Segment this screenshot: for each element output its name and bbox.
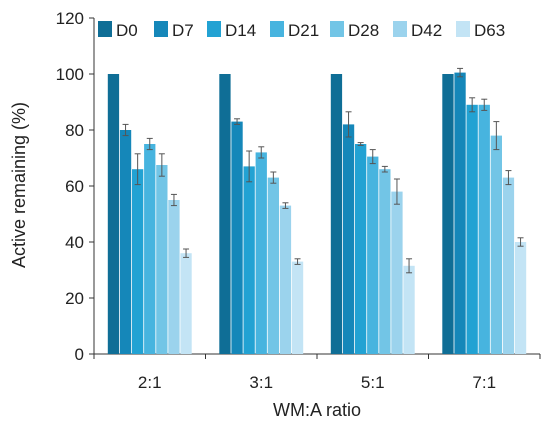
bar-d7-3to1: [231, 121, 243, 354]
bar-d42-3to1: [279, 205, 292, 354]
legend-swatch-d21: [270, 21, 284, 37]
bar-d7-2to1: [119, 130, 132, 354]
bar-d21-7to1: [478, 104, 490, 354]
legend-label-d28: D28: [348, 21, 379, 40]
bar-d21-5to1: [367, 156, 379, 354]
bar-d0-5to1: [330, 74, 343, 354]
bar-d0-7to1: [442, 74, 454, 354]
legend-swatch-d0: [98, 21, 112, 37]
y-tick-label: 60: [65, 177, 84, 196]
y-axis-label: Active remaining (%): [9, 102, 29, 268]
bar-d21-2to1: [144, 144, 156, 354]
bar-d14-2to1: [132, 169, 144, 354]
y-tick-label: 40: [65, 233, 84, 252]
bar-d63-5to1: [403, 265, 415, 354]
bar-d7-5to1: [342, 124, 355, 355]
legend-label-d63: D63: [474, 21, 505, 40]
x-tick-label: 5:1: [361, 373, 385, 392]
x-tick-label: 2:1: [138, 373, 162, 392]
x-axis-label: WM:A ratio: [273, 400, 361, 420]
legend-label-d21: D21: [288, 21, 319, 40]
legend-label-d42: D42: [411, 21, 442, 40]
bar-d21-3to1: [255, 152, 267, 354]
bar-d14-5to1: [355, 144, 367, 354]
x-tick-label: 3:1: [249, 373, 273, 392]
legend-label-d7: D7: [172, 21, 194, 40]
y-tick-label: 120: [56, 9, 84, 28]
y-tick-label: 20: [65, 289, 84, 308]
bar-d28-7to1: [490, 135, 502, 354]
bar-d28-5to1: [379, 169, 391, 354]
bar-d42-2to1: [168, 200, 180, 354]
bar-d28-3to1: [267, 177, 279, 354]
legend-swatch-d7: [154, 21, 168, 37]
y-tick-label: 0: [75, 345, 84, 364]
bar-d63-7to1: [514, 242, 527, 354]
bar-d14-3to1: [243, 166, 255, 354]
bar-d0-3to1: [219, 74, 231, 354]
bar-d42-5to1: [391, 191, 403, 354]
legend-swatch-d14: [207, 21, 221, 37]
bar-d7-7to1: [454, 72, 466, 354]
y-tick-label: 80: [65, 121, 84, 140]
legend-swatch-d42: [393, 21, 407, 37]
bar-d28-2to1: [156, 165, 168, 354]
legend-label-d14: D14: [225, 21, 256, 40]
bar-d14-7to1: [466, 104, 478, 354]
legend-swatch-d63: [456, 21, 470, 37]
legend-label-d0: D0: [116, 21, 138, 40]
legend-swatch-d28: [330, 21, 344, 37]
y-tick-label: 100: [56, 65, 84, 84]
bar-d0-2to1: [107, 74, 120, 354]
bar-d42-7to1: [502, 177, 515, 354]
bar-d63-2to1: [180, 253, 192, 354]
bar-d63-3to1: [291, 261, 304, 354]
x-tick-label: 7:1: [472, 373, 496, 392]
